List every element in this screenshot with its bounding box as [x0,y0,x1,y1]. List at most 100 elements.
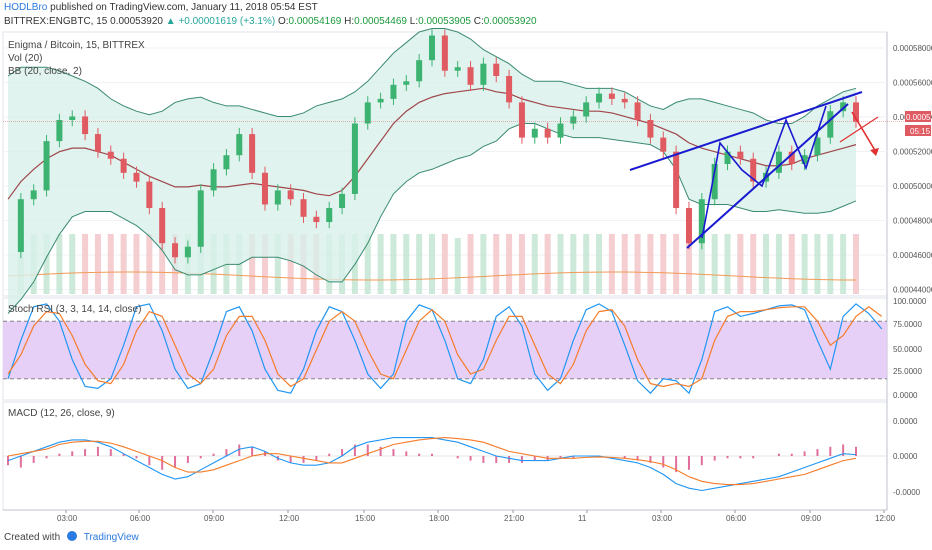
candle-body [287,190,294,200]
rsi-tick-label: 75.0000 [893,320,922,329]
volume-bar [608,234,615,294]
macd-histogram-bar [199,456,202,459]
last-price: 0.00053920 [110,16,163,27]
macd-histogram-bar [251,446,254,456]
price-tick-label: 0.00056000 [893,79,932,88]
volume-bar [596,234,603,294]
publish-info: HODLBro published on TradingView.com, Ja… [4,2,318,13]
volume-bar [454,238,461,294]
candle-body [853,102,859,122]
candle-body [788,151,795,164]
candle-body [377,98,384,103]
price-tick-label: 0.00044000 [893,286,932,295]
bb-label: BB (20, close, 2) [8,66,82,77]
candle-body [698,199,705,244]
candle-body [467,67,474,85]
macd-histogram-bar [777,453,780,456]
candle-body [43,141,50,191]
macd-histogram-bar [379,446,382,456]
time-tick-label: 18:00 [429,514,450,523]
candle-body [197,190,204,247]
volume-bar [94,234,101,294]
macd-tick-label: -0.0000 [893,488,921,497]
macd-histogram-bar [238,444,241,456]
volume-bar [583,234,590,294]
projection-arrow-down [851,111,877,153]
tradingview-link[interactable]: TradingView [83,532,139,543]
price-tick-label: 0.00058000 [893,44,932,53]
price-tick-label: 0.00048000 [893,217,932,226]
bb-upper-line [7,27,857,125]
macd-histogram-bar [649,456,652,463]
volume-bar [737,234,744,294]
macd-histogram-bar [739,456,742,459]
volume-bar [274,234,281,294]
candle-body [94,134,101,152]
macd-histogram-bar [726,456,729,459]
candle-body [403,81,410,85]
time-tick-label: 09:00 [204,514,225,523]
volume-bar [827,234,834,294]
pattern-drawings[interactable] [629,91,879,249]
time-tick-label: 21:00 [504,514,525,523]
last-price-badge [905,111,931,122]
macd-histogram-bar [816,449,819,456]
volume-bar [506,234,513,294]
macd-histogram-bar [135,456,138,459]
candle-body [737,151,744,159]
wave-path [701,105,827,239]
candle-body [416,60,423,82]
rsi-label: Stoch RSI (3, 3, 14, 14, close) [8,304,141,315]
candle-body [223,155,230,170]
candle-body [339,193,346,208]
candle-body [596,93,603,103]
time-tick-label: 15:00 [355,514,376,523]
high-value: 0.00054469 [354,16,407,27]
macd-histogram-bar [508,456,511,463]
candle-body [184,246,191,258]
volume-bar [801,234,808,294]
candle-body [647,120,654,138]
macd-histogram-bar [803,451,806,456]
volume-bar [557,234,564,294]
macd-histogram-bar [289,456,292,463]
rsi-d-line [7,306,883,388]
macd-histogram-bar [315,456,318,461]
macd-lines [3,437,887,492]
candle-body [685,208,692,244]
volume-bar [775,234,782,294]
macd-histogram-bar [225,449,228,456]
macd-histogram-bar [19,456,22,468]
countdown-badge-text: 05:15 [910,127,931,136]
macd-histogram-bar [109,449,112,456]
candle-body [711,164,718,200]
candle-body [801,155,808,164]
candle-body [351,123,358,194]
wedge-lower-trendline [686,103,849,249]
axis-labels: 0.000580000.000560000.000540000.00052000… [57,44,932,523]
volume-bar [159,234,166,294]
author-link[interactable]: HODLBro [4,2,48,13]
rsi-tick-label: 25.0000 [893,367,922,376]
candle-body [326,208,333,223]
candle-body [261,172,268,205]
macd-histogram-bar [186,456,189,463]
time-tick-label: 06:00 [726,514,747,523]
projection-arrow-up [839,116,879,143]
main-title: Enigma / Bitcoin, 15, BITTREX [8,40,145,51]
candle-body [480,63,487,85]
price-tick-label: 0.00046000 [893,251,932,260]
candle-body [274,190,281,205]
candle-body [583,102,590,117]
symbol-label: BITTREX:ENGBTC, 15 [4,16,108,27]
candle-body [775,151,782,173]
candle-body [236,134,243,156]
macd-histogram-bar [675,456,678,473]
macd-histogram-bar [341,449,344,456]
volume-bar [647,234,654,294]
candle-body [300,199,307,217]
time-tick-label: 09:00 [801,514,822,523]
candle-body [814,137,821,156]
macd-histogram-bar [328,453,331,456]
